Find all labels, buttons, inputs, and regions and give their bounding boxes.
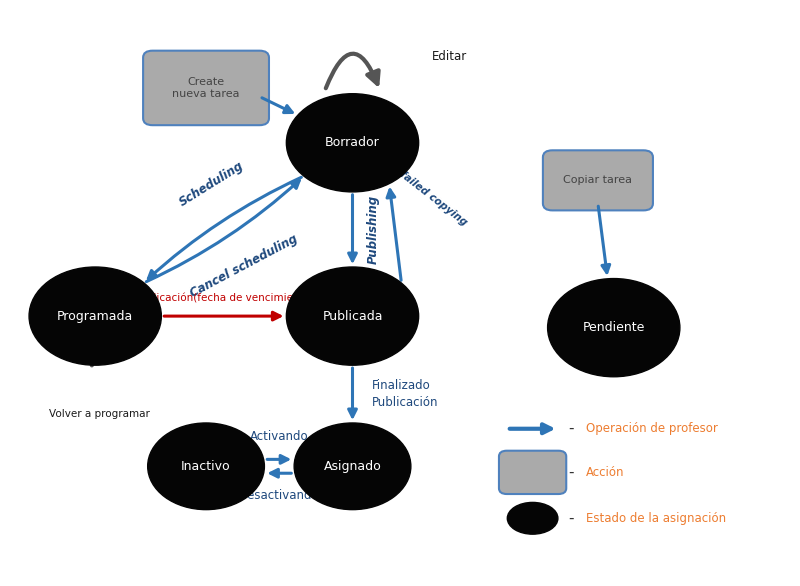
Text: Asignado: Asignado bbox=[324, 460, 382, 473]
Text: Finishing/failed copying: Finishing/failed copying bbox=[354, 134, 469, 227]
Ellipse shape bbox=[286, 267, 418, 365]
Ellipse shape bbox=[507, 502, 558, 534]
Text: Borrador: Borrador bbox=[325, 137, 380, 149]
Text: Pendiente: Pendiente bbox=[582, 321, 645, 334]
Text: Activando: Activando bbox=[250, 430, 309, 443]
Text: Inactivo: Inactivo bbox=[182, 460, 231, 473]
Text: Publicación(fecha de vencimiento): Publicación(fecha de vencimiento) bbox=[134, 294, 314, 304]
Text: Cancel scheduling: Cancel scheduling bbox=[188, 232, 300, 300]
Text: Scheduling: Scheduling bbox=[178, 159, 246, 209]
FancyBboxPatch shape bbox=[543, 151, 653, 210]
Text: Publishing: Publishing bbox=[366, 195, 380, 264]
Text: Copiar tarea: Copiar tarea bbox=[563, 175, 633, 185]
Text: -: - bbox=[569, 511, 574, 526]
Text: Desactivando: Desactivando bbox=[239, 489, 319, 502]
FancyArrowPatch shape bbox=[48, 315, 94, 366]
FancyBboxPatch shape bbox=[143, 50, 269, 125]
Text: Operación de profesor: Operación de profesor bbox=[586, 423, 718, 435]
FancyBboxPatch shape bbox=[499, 451, 566, 494]
Ellipse shape bbox=[286, 94, 418, 192]
Text: Create
nueva tarea: Create nueva tarea bbox=[172, 77, 240, 98]
FancyArrowPatch shape bbox=[326, 54, 378, 88]
Ellipse shape bbox=[548, 278, 680, 377]
Text: Programada: Programada bbox=[57, 309, 134, 323]
Ellipse shape bbox=[29, 267, 162, 365]
Text: -: - bbox=[569, 421, 574, 436]
Ellipse shape bbox=[148, 423, 265, 510]
Text: Publicada: Publicada bbox=[322, 309, 382, 323]
Text: -: - bbox=[569, 465, 574, 479]
Text: Acción: Acción bbox=[586, 465, 625, 479]
Text: Editar: Editar bbox=[432, 50, 467, 63]
Text: Volver a programar: Volver a programar bbox=[49, 408, 150, 418]
Text: Estado de la asignación: Estado de la asignación bbox=[586, 512, 726, 525]
Ellipse shape bbox=[294, 423, 411, 510]
Text: Finalizado
Publicación: Finalizado Publicación bbox=[372, 379, 438, 409]
